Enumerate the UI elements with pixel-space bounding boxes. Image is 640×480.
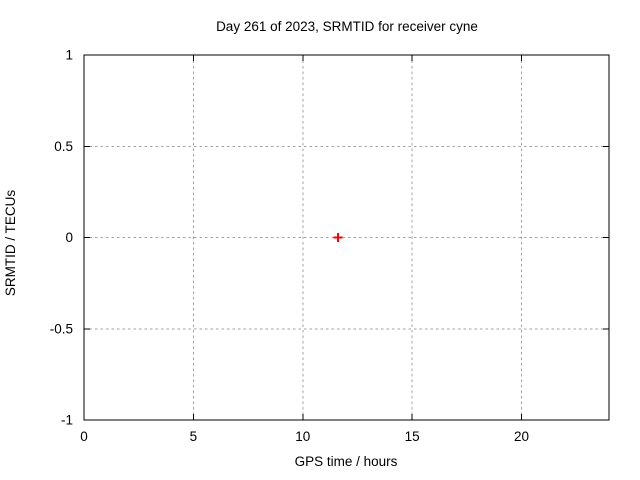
x-tick-label: 0 bbox=[80, 429, 88, 444]
y-tick-label: -0.5 bbox=[50, 321, 73, 336]
y-axis-label: SRMTID / TECUs bbox=[3, 190, 18, 297]
y-tick-label: 0.5 bbox=[54, 139, 73, 154]
x-tick-label: 10 bbox=[295, 429, 310, 444]
grid-layer bbox=[84, 55, 609, 420]
y-tick-label: 1 bbox=[65, 48, 73, 63]
axis-layer bbox=[83, 54, 610, 421]
x-tick-label: 15 bbox=[405, 429, 420, 444]
x-tick-label: 20 bbox=[514, 429, 529, 444]
y-tick-label: -1 bbox=[61, 413, 73, 428]
data-layer bbox=[333, 233, 343, 242]
x-tick-label: 5 bbox=[190, 429, 198, 444]
chart-title: Day 261 of 2023, SRMTID for receiver cyn… bbox=[216, 19, 478, 34]
x-axis-label: GPS time / hours bbox=[295, 454, 398, 469]
data-point-marker bbox=[333, 233, 343, 242]
tick-label-layer: 0 5 10 15 20 -1 -0.5 0 0.5 1 bbox=[50, 48, 529, 445]
y-tick-label: 0 bbox=[65, 230, 73, 245]
